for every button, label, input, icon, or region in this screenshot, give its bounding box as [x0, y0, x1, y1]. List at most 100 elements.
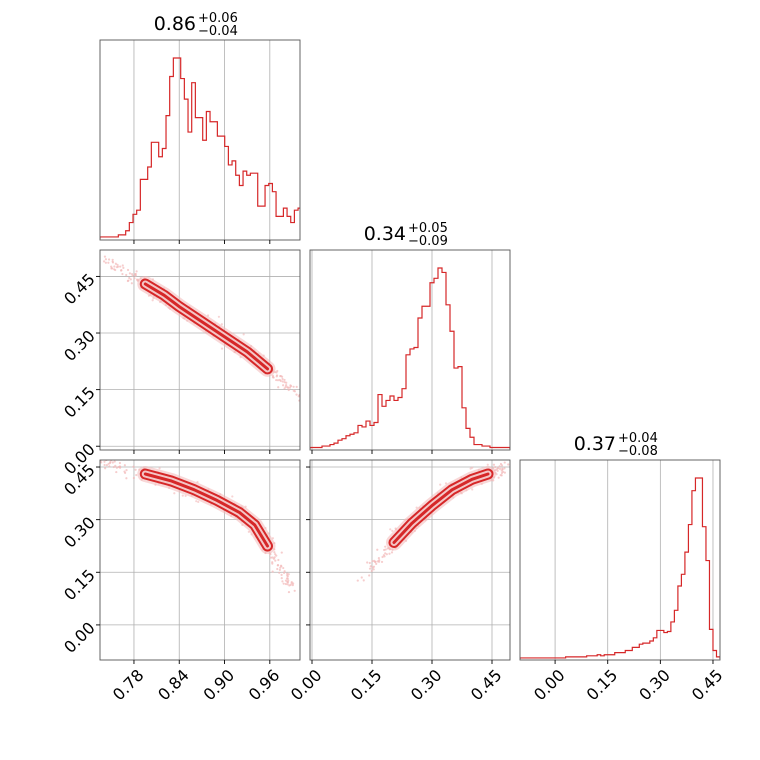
contour-2-0-xtick-label-2: 0.90 — [199, 666, 238, 705]
hist-2-xtick-label-0: 0.00 — [530, 666, 569, 705]
contour-2-1-sample-point — [369, 565, 372, 568]
contour-2-1-sample-point — [512, 469, 514, 471]
contour-2-0-sample-point — [123, 464, 126, 467]
contour-2-0-sample-point — [184, 494, 187, 498]
contour-2-0-sample-point — [286, 581, 290, 584]
contour-2-1-xtick-label-2: 0.30 — [407, 666, 446, 705]
ticks-layer — [96, 240, 714, 664]
hist-1-frame — [309, 249, 511, 451]
contour-1-0-sample-point — [119, 265, 122, 268]
contour-2-1-sample-point — [385, 553, 388, 556]
contour-2-1-sample-point — [524, 454, 526, 456]
contour-2-0-sample-point — [134, 468, 137, 471]
contour-2-1-sample-point — [377, 557, 380, 560]
contour-2-1-sample-point — [515, 463, 517, 465]
contour-2-1-sample-point — [524, 461, 526, 463]
contour-1-0-sample-point — [276, 379, 280, 382]
contour-1-0-ytick-label-2: 0.30 — [60, 326, 99, 365]
contour-2-1-xtick-label-3: 0.45 — [467, 666, 506, 705]
contour-2-1-sample-point — [494, 466, 497, 469]
contour-2-0-sample-point — [100, 461, 103, 464]
contour-2-1-sample-point — [374, 560, 377, 564]
contour-2-0-sample-point — [288, 584, 291, 587]
hist-0-title-median: 0.86 — [154, 13, 196, 35]
contour-2-0-sample-point — [98, 457, 100, 459]
contour-2-0-xtick-label-1: 0.84 — [154, 666, 193, 705]
contour-2-1-xtick-label-1: 0.15 — [347, 666, 386, 705]
contour-2-1-sample-point — [501, 467, 504, 470]
contour-2-1-sample-point — [360, 576, 363, 579]
grid-layer — [100, 40, 714, 660]
contour-2-0-ytick-label-1: 0.15 — [60, 566, 99, 605]
contour-1-0-sample-point — [283, 381, 286, 384]
contour-2-1-sample-point — [520, 461, 522, 463]
contour-2-0-sample-point — [96, 461, 98, 463]
contour-2-1-sample-point — [512, 467, 514, 469]
contour-2-1-sample-point — [388, 552, 391, 555]
contour-2-1-sample-point — [500, 464, 504, 467]
contour-2-0-sample-point — [112, 465, 115, 469]
contour-2-0-sample-point — [286, 572, 289, 575]
contour-2-1-sample-point — [532, 456, 534, 458]
contour-2-1-sample-point — [502, 470, 505, 474]
contour-2-0-sample-point — [290, 582, 293, 585]
contour-1-0-sample-point — [220, 347, 224, 350]
contour-1-0-sample-point — [121, 264, 124, 267]
contour-2-1-sample-point — [515, 461, 517, 463]
contour-2-1-sample-point — [522, 460, 524, 462]
contour-1-0-sample-point — [217, 315, 221, 318]
contour-2-1-sample-point — [376, 548, 379, 551]
contour-1-0-sample-point — [281, 380, 284, 383]
contour-2-1-frame — [309, 459, 511, 661]
contour-2-0-sample-point — [125, 468, 128, 472]
contour-2-0-sample-point — [282, 566, 285, 570]
hist-2-histogram-step — [520, 477, 720, 659]
contour-2-1-sample-point — [492, 463, 496, 466]
contour-2-1-sample-point — [498, 467, 502, 470]
contour-1-0-sample-point — [111, 260, 114, 263]
contour-1-0-sample-point — [275, 374, 279, 377]
contour-2-0-sample-point — [286, 577, 289, 580]
contour-2-1-sample-point — [512, 459, 514, 461]
contour-2-1-sample-point — [529, 461, 531, 463]
contour-2-1-sample-point — [444, 482, 448, 485]
contour-2-0-sample-point — [135, 473, 138, 477]
contour-1-0-sample-point — [289, 385, 293, 388]
hist-1-title-plus: +0.05 — [408, 221, 448, 236]
contour-2-0-sample-point — [286, 583, 289, 586]
contour-1-0-sample-point — [304, 395, 306, 397]
contour-2-1-sample-point — [497, 467, 500, 470]
contour-2-0-sample-point — [280, 577, 283, 580]
contour-1-0-ytick-label-3: 0.45 — [60, 270, 99, 309]
contour-1-0-sample-point — [220, 323, 223, 326]
contour-2-0-sample-point — [286, 574, 289, 577]
contour-1-0-sample-point — [292, 385, 295, 388]
contour-2-0-sample-point — [105, 464, 108, 467]
contour-2-0-sample-point — [291, 584, 294, 587]
contour-2-1-sample-point — [366, 561, 369, 564]
contour-1-0-sample-point — [302, 396, 304, 398]
contour-2-0-sample-point — [271, 556, 274, 559]
contour-2-0-sample-point — [282, 582, 285, 585]
contour-2-0-ytick-label-0: 0.00 — [60, 618, 99, 657]
contour-2-1-sample-point — [356, 579, 359, 582]
contour-2-1-sample-point — [375, 562, 378, 565]
contour-2-0-sample-point — [108, 465, 111, 468]
contour-1-0-contour-inner — [143, 282, 269, 371]
contour-2-0-sample-point — [280, 565, 283, 568]
contour-1-0-sample-point — [301, 398, 303, 400]
contour-2-0-sample-point — [158, 467, 161, 470]
contour-2-0-density-halo — [137, 466, 276, 554]
contour-1-0-sample-point — [300, 391, 302, 393]
contour-2-1-sample-point — [384, 548, 387, 551]
hist-2-xtick-label-1: 0.15 — [583, 666, 622, 705]
hist-2-xtick-label-2: 0.30 — [635, 666, 674, 705]
contour-2-1-sample-point — [368, 561, 371, 565]
contour-1-0-sample-point — [114, 268, 117, 272]
contour-1-0-sample-point — [271, 374, 275, 377]
contour-2-0-sample-point — [274, 559, 277, 562]
contour-1-0-sample-point — [107, 258, 111, 261]
hist-2-bars — [520, 477, 720, 659]
contour-2-0-sample-point — [231, 495, 234, 498]
